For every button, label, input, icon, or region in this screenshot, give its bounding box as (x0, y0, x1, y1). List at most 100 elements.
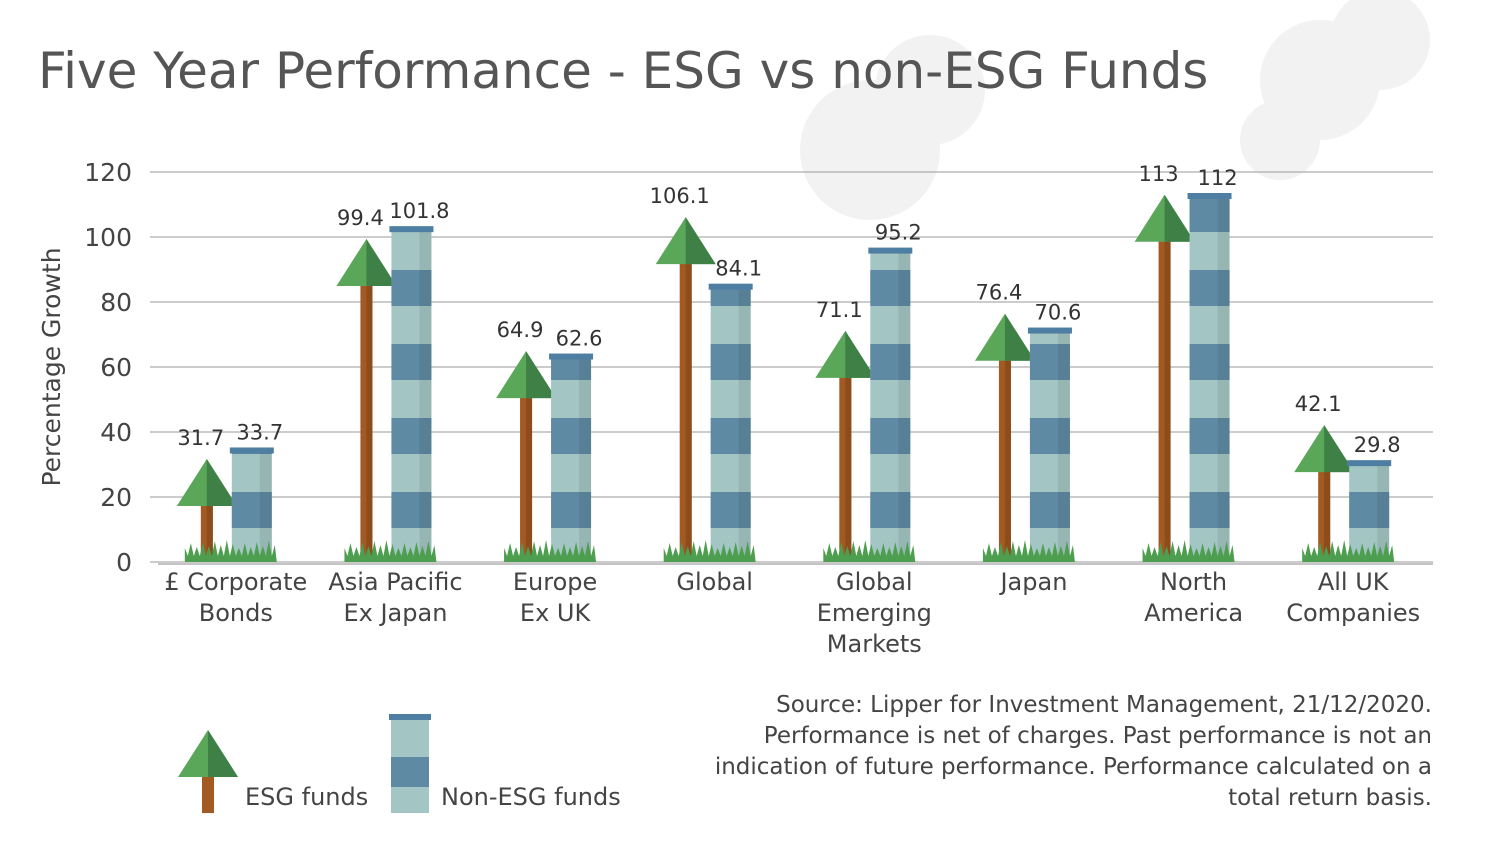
y-tick-label: 120 (84, 158, 132, 187)
chimney-stripe (1189, 270, 1230, 306)
chimney-stripe (1029, 492, 1070, 528)
data-label-esg: 113 (1139, 162, 1179, 186)
chimney-stripe (391, 418, 432, 454)
chimney-stripe (551, 358, 592, 380)
chimney-shade (898, 252, 911, 562)
chimney-stripe (391, 344, 432, 380)
bar-non-esg (708, 283, 753, 562)
tree-crown-shade (845, 330, 876, 378)
chimney-shade (1057, 332, 1070, 562)
tree-trunk-shade (366, 278, 373, 562)
chimney-shade (579, 358, 592, 562)
bar-esg (336, 238, 397, 562)
category-group: 113 112 North America (1134, 162, 1243, 627)
chimney-stripe (1189, 492, 1230, 528)
chimney-stripe (710, 288, 751, 306)
x-tick-label: Europe (513, 568, 597, 596)
data-label-non-esg: 33.7 (236, 420, 283, 444)
category-group: 76.4 70.6 Japan (974, 281, 1082, 596)
chimney-stripe (1029, 344, 1070, 380)
category-group: 42.1 29.8 All UK Companies (1286, 392, 1420, 627)
chimney-stripe (710, 344, 751, 380)
grass (663, 540, 756, 562)
data-label-non-esg: 29.8 (1354, 433, 1401, 457)
chimney-stripe (1189, 418, 1230, 454)
x-tick-label: All UK (1318, 568, 1390, 596)
bar-non-esg (549, 353, 594, 562)
chimney-cap (549, 353, 594, 360)
tree-crown-shade (206, 458, 237, 506)
x-tick-label: North (1160, 568, 1227, 596)
chimney-shade (1377, 465, 1390, 562)
grass (184, 540, 277, 562)
data-label-non-esg: 101.8 (389, 199, 449, 223)
smoke-cloud (1330, 0, 1430, 90)
bar-esg (815, 330, 876, 562)
legend-non-esg-icon (389, 714, 431, 813)
bar-esg (1134, 194, 1195, 562)
chimney-stripe (870, 492, 911, 528)
tree-trunk (202, 775, 214, 813)
y-tick-label: 20 (100, 483, 132, 512)
grass (504, 540, 597, 562)
data-label-non-esg: 70.6 (1035, 301, 1082, 325)
grass (344, 540, 437, 562)
y-tick-label: 40 (100, 418, 132, 447)
y-tick-label: 80 (100, 288, 132, 317)
grass (1142, 540, 1235, 562)
bar-non-esg (1347, 460, 1392, 562)
y-tick-label: 0 (116, 548, 132, 577)
tree-trunk-shade (1164, 234, 1171, 562)
bar-non-esg (389, 226, 434, 562)
chimney-shade (1217, 198, 1230, 562)
chimney-stripe (870, 270, 911, 306)
bar-esg (655, 217, 716, 562)
chimney-stripe (1189, 344, 1230, 380)
y-axis-label: Percentage Growth (37, 247, 66, 486)
x-tick-label: Ex UK (520, 599, 592, 627)
y-tick-label: 100 (84, 223, 132, 252)
tree-trunk-shade (526, 391, 533, 562)
chimney-stripe (1029, 418, 1070, 454)
bar-esg (496, 351, 557, 562)
grass (1302, 540, 1395, 562)
chimney-cap (229, 447, 274, 454)
chimney-stripe (231, 492, 272, 528)
bar-esg (974, 313, 1035, 562)
chimney-cap (389, 226, 434, 233)
bar-non-esg (868, 247, 913, 562)
tree-crown-shade (526, 351, 557, 399)
data-label-esg: 64.9 (497, 318, 544, 342)
x-tick-label: Companies (1286, 599, 1420, 627)
x-tick-label: Global (676, 568, 753, 596)
chimney-shade (738, 288, 751, 562)
chimney-stripe (391, 757, 429, 787)
chimney-stripe (391, 492, 432, 528)
x-tick-label: America (1144, 599, 1243, 627)
data-label-non-esg: 84.1 (715, 257, 762, 281)
category-group: 106.1 84.1 Global (650, 184, 762, 596)
chimney-stripe (870, 418, 911, 454)
x-tick-label: Markets (827, 630, 922, 658)
x-tick-label: Bonds (199, 599, 273, 627)
data-label-esg: 42.1 (1295, 392, 1342, 416)
category-group: 99.4 101.8 Asia Pacific Ex Japan (328, 199, 462, 627)
legend-esg-label: ESG funds (245, 783, 369, 811)
chimney-stripe (710, 418, 751, 454)
data-label-esg: 99.4 (337, 206, 384, 230)
tree-trunk-shade (206, 498, 213, 562)
chart-title: Five Year Performance - ESG vs non-ESG F… (38, 42, 1209, 100)
bar-esg (1294, 425, 1355, 562)
tree-trunk-shade (685, 257, 692, 562)
chimney-stripe (710, 492, 751, 528)
chimney-cap (1027, 327, 1072, 334)
chimney-stripe (391, 270, 432, 306)
x-tick-label: Japan (998, 568, 1067, 596)
tree-crown-shade (685, 217, 716, 265)
bar-esg (176, 458, 237, 562)
bar-non-esg (1187, 193, 1232, 562)
chimney-stripe (1349, 492, 1390, 528)
x-tick-label: Ex Japan (343, 599, 447, 627)
data-label-non-esg: 62.6 (556, 327, 603, 351)
